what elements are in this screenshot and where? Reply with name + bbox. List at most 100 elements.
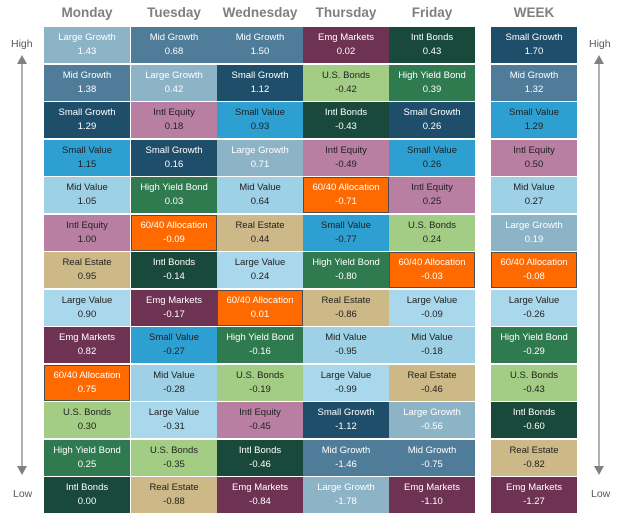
- asset-return: -0.29: [523, 346, 545, 357]
- table-cell: High Yield Bond -0.80: [303, 252, 389, 288]
- table-cell: Large Value -0.31: [131, 402, 217, 438]
- table-cell: Intl Equity 0.50: [491, 139, 577, 176]
- asset-return: -0.82: [523, 458, 545, 470]
- table-cell: Emg Markets -1.10: [389, 477, 475, 513]
- table-cell: 60/40 Allocation 0.01: [217, 289, 303, 326]
- asset-name: U.S. Bonds: [321, 69, 371, 81]
- table-cell: Large Value 0.24: [217, 252, 303, 288]
- asset-name: Large Value: [234, 257, 286, 268]
- table-cell: Real Estate 0.95: [44, 252, 130, 288]
- table-cell: 60/40 Allocation 0.75: [44, 364, 130, 401]
- asset-name: Large Value: [320, 369, 372, 381]
- asset-return: -0.35: [163, 458, 185, 470]
- asset-name: 60/40 Allocation: [53, 369, 121, 381]
- asset-return: 0.18: [164, 121, 184, 132]
- asset-return: 1.43: [77, 46, 97, 57]
- table-cell: Mid Growth -0.75: [389, 439, 475, 476]
- table-cell: Mid Value -0.28: [131, 364, 217, 401]
- low-label-right: Low: [591, 488, 611, 500]
- table-cell: Intl Bonds 0.43: [389, 27, 475, 63]
- asset-name: Mid Value: [411, 332, 453, 343]
- table-cell: Small Value 0.26: [389, 139, 475, 176]
- table-cell: High Yield Bond -0.16: [217, 327, 303, 363]
- table-cell: Large Growth -0.56: [389, 402, 475, 438]
- asset-return: 1.05: [77, 196, 97, 207]
- asset-name: Mid Growth: [149, 32, 199, 43]
- asset-return: 0.75: [77, 383, 97, 395]
- asset-return: 1.12: [250, 83, 270, 95]
- table-cell: Small Value 1.15: [44, 139, 130, 176]
- asset-return: 0.27: [524, 196, 544, 207]
- table-cell: Emg Markets -0.84: [217, 477, 303, 513]
- table-cell: High Yield Bond 0.03: [131, 177, 217, 213]
- asset-name: Large Value: [61, 294, 113, 306]
- asset-return: -0.09: [421, 308, 443, 320]
- asset-name: Intl Bonds: [324, 107, 368, 118]
- table-cell: Mid Value 1.05: [44, 177, 130, 213]
- asset-name: Large Growth: [317, 482, 375, 493]
- table-cell: Intl Bonds -0.46: [217, 439, 303, 476]
- table-cell: 60/40 Allocation -0.03: [389, 252, 475, 288]
- low-label-left: Low: [13, 488, 33, 500]
- asset-return: -0.84: [249, 496, 271, 507]
- asset-name: Large Value: [508, 294, 560, 306]
- table-cell: Emg Markets -0.17: [131, 289, 217, 326]
- asset-name: Emg Markets: [506, 482, 562, 493]
- asset-return: -0.80: [335, 271, 357, 282]
- asset-return: -0.26: [523, 308, 545, 320]
- table-cell: Mid Growth 1.32: [491, 64, 577, 101]
- asset-return: -0.27: [163, 346, 185, 357]
- asset-name: High Yield Bond: [53, 444, 121, 456]
- table-cell: Large Growth -1.78: [303, 477, 389, 513]
- table-cell: Small Growth 1.29: [44, 102, 130, 138]
- table-cell: Intl Bonds -0.43: [303, 102, 389, 138]
- asset-return: -0.45: [249, 421, 271, 432]
- column-header-1: Tuesday: [147, 5, 201, 20]
- asset-name: Large Growth: [231, 144, 289, 156]
- asset-name: Large Growth: [403, 407, 461, 418]
- asset-return: -1.46: [335, 458, 357, 470]
- high-label-right: High: [589, 38, 611, 50]
- asset-name: Real Estate: [149, 482, 199, 493]
- asset-return: -0.14: [163, 271, 185, 282]
- asset-return: 1.29: [77, 121, 97, 132]
- asset-return: -0.43: [523, 383, 545, 395]
- asset-return: 0.90: [77, 308, 97, 320]
- asset-name: Intl Equity: [153, 107, 195, 118]
- table-cell: Small Value -0.27: [131, 327, 217, 363]
- asset-return: -0.95: [335, 346, 357, 357]
- asset-name: High Yield Bond: [312, 257, 380, 268]
- asset-return: 0.93: [250, 121, 270, 132]
- table-cell: Mid Value -0.18: [389, 327, 475, 363]
- asset-return: -0.46: [421, 383, 443, 395]
- asset-name: 60/40 Allocation: [140, 219, 208, 231]
- rank-arrow-right-icon: [594, 55, 604, 475]
- column-header-2: Wednesday: [222, 5, 298, 20]
- table-cell: Intl Bonds 0.00: [44, 477, 130, 513]
- column-header-3: Thursday: [315, 5, 377, 20]
- asset-name: Intl Equity: [513, 144, 555, 156]
- asset-name: Small Growth: [145, 144, 203, 156]
- table-cell: Small Growth 0.26: [389, 102, 475, 138]
- asset-name: 60/40 Allocation: [312, 182, 380, 193]
- asset-return: 0.25: [77, 458, 97, 470]
- asset-return: 1.38: [77, 83, 97, 95]
- asset-return: -0.77: [335, 233, 357, 245]
- rank-arrow-left-icon: [17, 55, 27, 475]
- asset-return: 1.70: [524, 46, 544, 57]
- asset-return: 1.32: [524, 83, 544, 95]
- asset-name: Intl Equity: [325, 144, 367, 156]
- asset-name: Large Value: [406, 294, 458, 306]
- asset-name: Large Growth: [505, 219, 563, 231]
- asset-name: Small Value: [235, 107, 285, 118]
- asset-return: -0.49: [335, 158, 357, 170]
- table-cell: High Yield Bond 0.25: [44, 439, 130, 476]
- asset-return: -0.16: [249, 346, 271, 357]
- asset-return: 0.95: [77, 271, 97, 282]
- asset-return: 0.50: [524, 158, 544, 170]
- asset-name: Mid Value: [66, 182, 108, 193]
- asset-name: Emg Markets: [318, 32, 374, 43]
- asset-return: 1.50: [250, 46, 270, 57]
- table-cell: Mid Value 0.27: [491, 177, 577, 213]
- asset-name: Small Growth: [231, 69, 289, 81]
